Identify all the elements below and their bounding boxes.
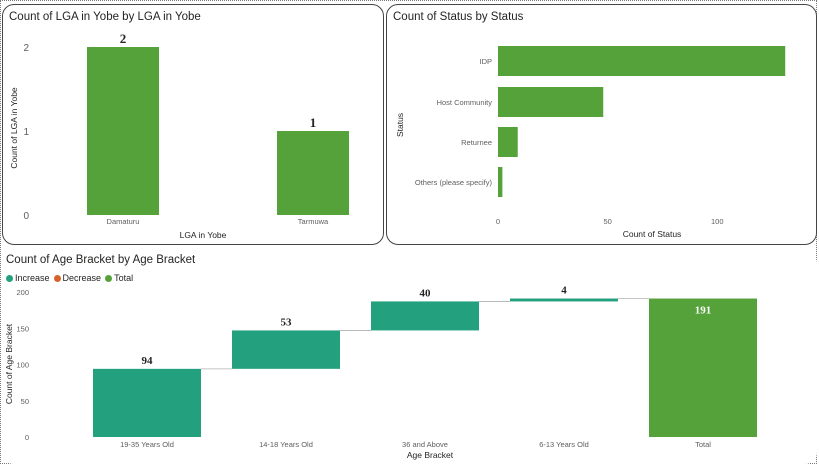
x-tick-label: Damaturu: [107, 217, 140, 226]
y-tick-label: 150: [16, 324, 29, 333]
y-axis-title: Count of LGA in Yobe: [9, 87, 19, 169]
bar-host-community: [498, 87, 604, 117]
data-label-tarmuwa: 1: [310, 115, 317, 130]
data-label-6-13-years-old: 4: [561, 285, 567, 297]
legend-label-increase: Increase: [15, 273, 50, 283]
bar-19-35-years-old: [93, 368, 201, 437]
bar-damaturu: [87, 47, 159, 215]
legend-dot-increase: [6, 274, 13, 282]
y-tick-label: IDP: [479, 57, 492, 66]
lga-chart-svg: 0 1 2 2 Damaturu 1 Tarmuwa LGA in Yobe Count of …: [9, 31, 349, 240]
y-tick-label: 1: [23, 127, 29, 138]
y-tick-label: 100: [16, 361, 29, 370]
y-tick-label: 200: [16, 288, 29, 297]
x-tick-label: Tarmuwa: [298, 217, 329, 226]
x-tick-label: 50: [603, 217, 611, 226]
bar-6-13-years-old: [510, 298, 618, 302]
y-tick-label: 0: [23, 211, 29, 222]
y-tick-label: 2: [23, 43, 29, 54]
age-chart-svg: 0 50 100 150 200 94 19-35 Years Old 53 14-18 Yea…: [4, 285, 757, 460]
bar-idp: [498, 46, 786, 76]
lga-chart-card[interactable]: Count of LGA in Yobe by LGA in Yobe 0 1 2 2…: [2, 4, 384, 245]
y-axis-title: Count of Age Bracket: [4, 323, 14, 404]
x-tick-label: 14-18 Years Old: [259, 440, 313, 449]
data-label-36-and-above: 40: [420, 287, 432, 299]
x-axis-title: LGA in Yobe: [180, 230, 227, 240]
bar-total: [649, 298, 757, 437]
x-tick-label: 36 and Above: [402, 440, 448, 449]
lga-chart-title: Count of LGA in Yobe by LGA in Yobe: [9, 11, 201, 23]
y-axis-title: Status: [395, 113, 405, 137]
bar-14-18-years-old: [232, 330, 340, 369]
y-tick-label: 50: [21, 397, 29, 406]
legend-item-total[interactable]: Total: [105, 273, 133, 283]
data-label-19-35-years-old: 94: [142, 355, 154, 367]
bar-36-and-above: [371, 301, 479, 331]
status-chart-card[interactable]: Count of Status by Status IDP Host Commun…: [386, 4, 817, 245]
x-tick-label: 0: [496, 217, 500, 226]
data-label-14-18-years-old: 53: [281, 316, 293, 328]
data-label-damaturu: 2: [120, 31, 127, 46]
y-tick-label: Others (please specify): [415, 178, 493, 187]
age-chart-card[interactable]: Count of Age Bracket by Age Bracket Incr…: [2, 252, 817, 464]
legend-label-decrease: Decrease: [62, 273, 102, 283]
x-tick-label: 6-13 Years Old: [539, 440, 589, 449]
x-axis-title: Age Bracket: [407, 450, 454, 460]
legend-dot-decrease: [53, 274, 61, 282]
bar-tarmuwa: [277, 131, 349, 215]
status-chart-svg: IDP Host Community Returnee Others (please …: [395, 46, 786, 239]
data-label-total: 191: [695, 305, 712, 317]
x-tick-label: 100: [711, 217, 724, 226]
status-chart-title: Count of Status by Status: [393, 11, 524, 23]
x-axis-title: Count of Status: [623, 229, 682, 239]
legend-item-decrease[interactable]: Decrease: [53, 273, 102, 283]
x-tick-label: Total: [695, 440, 711, 449]
bar-returnee: [498, 127, 518, 157]
bar-others-please-specify: [498, 167, 503, 197]
x-tick-label: 19-35 Years Old: [120, 440, 174, 449]
legend-label-total: Total: [114, 273, 134, 283]
age-chart-title: Count of Age Bracket by Age Bracket: [6, 254, 196, 266]
age-chart-legend: Increase Decrease Total: [6, 273, 133, 283]
y-tick-label: Host Community: [437, 98, 493, 107]
legend-item-increase[interactable]: Increase: [6, 273, 50, 283]
legend-dot-total: [105, 274, 113, 282]
y-tick-label: 0: [25, 433, 29, 442]
y-tick-label: Returnee: [461, 138, 492, 147]
